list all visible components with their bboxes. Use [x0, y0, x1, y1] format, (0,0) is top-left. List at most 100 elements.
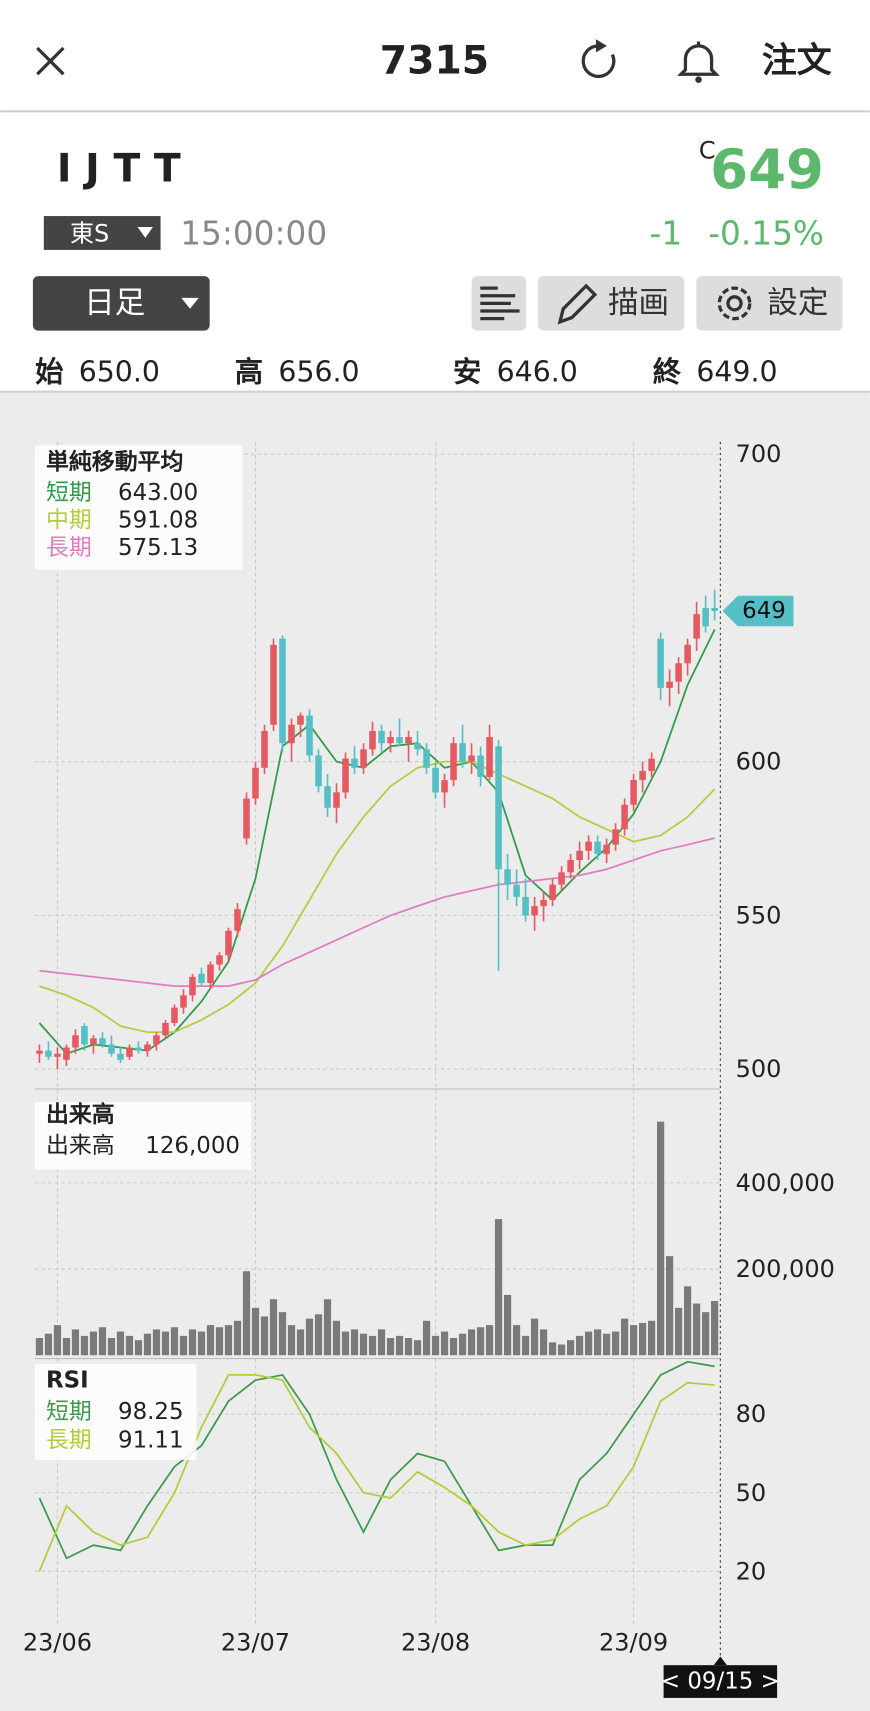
alert-button[interactable]: [677, 41, 720, 83]
candle-body: [252, 767, 259, 799]
volume-bar: [323, 1299, 332, 1356]
refresh-button[interactable]: [581, 39, 616, 79]
candle-body: [522, 896, 529, 916]
period-selector[interactable]: [32, 276, 210, 331]
ohlc-label: 終: [653, 356, 682, 389]
candle-body: [405, 737, 412, 744]
indicator-line: [39, 760, 716, 1034]
ohlc-label: 高: [235, 356, 263, 389]
volume-bar: [548, 1342, 557, 1356]
volume-bar: [197, 1331, 206, 1356]
volume-bar: [305, 1318, 314, 1356]
candle-body: [594, 841, 601, 854]
candle-body: [711, 607, 718, 612]
volume-bar: [702, 1312, 710, 1356]
legend-box: [35, 1363, 197, 1461]
candle-body: [549, 884, 556, 900]
legend-box: [35, 445, 243, 570]
volume-bar: [503, 1294, 512, 1356]
candle-body: [324, 786, 331, 808]
volume-bar: [521, 1335, 530, 1356]
change: -1: [650, 215, 683, 253]
volume-bar: [666, 1256, 674, 1356]
order-button[interactable]: 注文: [762, 41, 832, 81]
legend-title: 出来高: [46, 1101, 115, 1128]
candle-body: [306, 715, 313, 756]
volume-bar: [711, 1300, 719, 1356]
x-tick-label: 23/06: [23, 1628, 92, 1656]
legend-name: 短期: [46, 480, 92, 506]
y-tick-label: 600: [736, 748, 782, 776]
candle-body: [171, 1007, 178, 1023]
candle-body: [612, 829, 619, 845]
volume-bar: [648, 1320, 656, 1356]
legend-value: 91.11: [118, 1427, 184, 1453]
volume-bar: [539, 1329, 548, 1356]
volume-bar: [458, 1333, 467, 1356]
candle-body: [450, 743, 457, 781]
volume-bar: [296, 1329, 305, 1356]
candle-body: [441, 780, 448, 793]
settings-button[interactable]: [696, 276, 843, 331]
volume-bar: [404, 1338, 413, 1356]
candle-body: [513, 884, 520, 897]
legend-value: 126,000: [145, 1133, 240, 1159]
volume-bar: [395, 1335, 404, 1356]
candle-body: [648, 758, 655, 771]
cursor-box[interactable]: [663, 1665, 778, 1698]
y-tick-label: 200,000: [736, 1255, 835, 1283]
candle-body: [702, 607, 709, 627]
volume-bar: [125, 1335, 134, 1356]
board-button[interactable]: [471, 276, 527, 331]
volume-bar: [116, 1331, 125, 1356]
candle-body: [540, 899, 547, 907]
volume-bar: [98, 1327, 107, 1356]
legend-title: 単純移動平均: [46, 449, 183, 476]
volume-bar: [629, 1325, 638, 1356]
x-tick-label: 23/07: [221, 1628, 290, 1656]
volume-bar: [89, 1331, 98, 1356]
candle-body: [495, 746, 502, 870]
y-tick-label: 700: [736, 440, 782, 468]
candle-body: [414, 743, 421, 750]
candle-body: [72, 1035, 79, 1048]
candle-body: [225, 930, 232, 956]
candle-body: [603, 844, 610, 854]
candle-body: [216, 955, 223, 965]
candle-body: [108, 1044, 115, 1054]
candle-body: [45, 1050, 52, 1057]
x-tick-label: 23/09: [599, 1628, 668, 1656]
volume-bar: [657, 1121, 665, 1356]
volume-bar: [251, 1307, 260, 1356]
candle-body: [477, 755, 484, 778]
candle-body: [342, 758, 349, 793]
candle-body: [198, 973, 205, 984]
volume-bar: [413, 1340, 422, 1356]
volume-bar: [287, 1325, 296, 1356]
draw-button[interactable]: [538, 276, 685, 331]
volume-bar: [62, 1338, 71, 1356]
ohlc-value: 646.0: [497, 356, 578, 389]
candle-body: [81, 1026, 88, 1045]
volume-bar: [440, 1331, 449, 1356]
y-tick-label: 550: [736, 901, 782, 929]
legend-title: RSI: [46, 1367, 89, 1393]
candle-body: [333, 792, 340, 808]
volume-bar: [269, 1299, 278, 1356]
candle-body: [621, 804, 628, 830]
stock-name: I J T T: [57, 147, 181, 192]
market-selector[interactable]: [43, 216, 161, 250]
volume-bar: [557, 1344, 566, 1356]
volume-bar: [693, 1303, 701, 1356]
candle-body: [135, 1047, 142, 1051]
candle-body: [639, 770, 646, 781]
volume-bar: [467, 1329, 476, 1356]
volume-bar: [620, 1318, 629, 1356]
volume-bar: [71, 1329, 80, 1356]
close-button[interactable]: [36, 46, 65, 76]
period: 日足: [84, 286, 145, 321]
volume-bar: [368, 1335, 377, 1356]
candle-body: [126, 1047, 133, 1057]
volume-bar: [675, 1307, 683, 1356]
